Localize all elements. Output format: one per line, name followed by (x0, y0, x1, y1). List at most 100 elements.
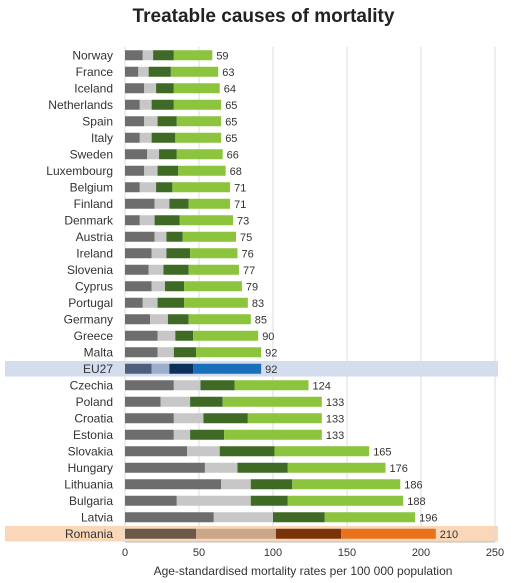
bar-segment-eu27-1 (125, 363, 152, 374)
category-label-netherlands: Netherlands (48, 98, 113, 112)
category-label-malta: Malta (84, 345, 114, 359)
value-label-latvia: 196 (419, 512, 437, 524)
value-label-spain: 65 (225, 116, 237, 128)
bar-segment-malta-2 (157, 347, 174, 358)
bar-segment-slovakia-2 (187, 446, 220, 457)
value-label-hungary: 176 (389, 463, 407, 475)
bar-segment-eu27-2 (151, 363, 170, 374)
category-label-hungary: Hungary (68, 461, 113, 475)
bar-segment-czechia-3 (200, 380, 235, 391)
bar-segment-iceland-4 (173, 83, 220, 94)
bar-segment-ireland-4 (190, 248, 238, 259)
category-label-belgium: Belgium (70, 180, 113, 194)
bar-segment-slovenia-3 (163, 264, 189, 275)
bar-segment-slovakia-1 (125, 446, 188, 457)
bar-segment-norway-2 (142, 50, 154, 61)
x-tick-label: 250 (486, 547, 504, 559)
bar-segment-france-1 (125, 66, 139, 77)
value-label-croatia: 133 (326, 413, 344, 425)
bar-segment-hungary-3 (237, 462, 288, 473)
bar-segment-latvia-2 (213, 512, 273, 523)
value-label-lithuania: 186 (404, 479, 422, 491)
bar-segment-bulgaria-2 (176, 495, 251, 506)
bar-segment-spain-1 (125, 116, 145, 127)
bar-segment-estonia-2 (173, 429, 191, 440)
bar-segment-greece-1 (125, 330, 158, 341)
bar-segment-slovakia-3 (219, 446, 275, 457)
bar-segment-ireland-1 (125, 248, 152, 259)
bar-segment-austria-4 (182, 231, 236, 242)
value-label-iceland: 64 (224, 83, 236, 95)
bar-segment-belgium-4 (172, 182, 231, 193)
bar-segment-netherlands-3 (151, 99, 174, 110)
category-label-iceland: Iceland (74, 81, 113, 95)
category-label-cyprus: Cyprus (75, 279, 113, 293)
bar-segment-ireland-3 (166, 248, 191, 259)
bar-segment-estonia-3 (190, 429, 225, 440)
category-label-germany: Germany (64, 312, 113, 326)
bar-segment-croatia-2 (173, 413, 204, 424)
bar-segment-cyprus-3 (164, 281, 185, 292)
bar-segment-denmark-1 (125, 215, 140, 226)
bar-segment-luxembourg-2 (144, 165, 158, 176)
x-tick-label: 100 (264, 547, 282, 559)
value-label-denmark: 73 (237, 215, 249, 227)
category-label-finland: Finland (74, 197, 113, 211)
bar-segment-hungary-1 (125, 462, 205, 473)
value-label-finland: 71 (234, 199, 246, 211)
bar-segment-luxembourg-4 (178, 165, 226, 176)
chart-title: Treatable causes of mortality (132, 6, 395, 27)
bar-segment-belgium-2 (139, 182, 157, 193)
category-label-denmark: Denmark (64, 213, 114, 227)
category-label-portugal: Portugal (68, 296, 113, 310)
bar-segment-romania-2 (196, 528, 276, 539)
bar-segment-spain-4 (176, 116, 222, 127)
bar-segment-denmark-4 (179, 215, 234, 226)
bar-segment-cyprus-2 (151, 281, 165, 292)
bar-segment-romania-3 (275, 528, 342, 539)
bar-segment-portugal-1 (125, 297, 143, 308)
bar-segment-bulgaria-1 (125, 495, 177, 506)
bar-segment-lithuania-2 (221, 479, 251, 490)
category-label-italy: Italy (91, 131, 113, 145)
category-label-ireland: Ireland (76, 246, 113, 260)
category-label-czechia: Czechia (70, 378, 114, 392)
bar-segment-bulgaria-3 (250, 495, 288, 506)
bar-segment-iceland-3 (156, 83, 174, 94)
bar-segment-belgium-3 (156, 182, 173, 193)
value-label-sweden: 66 (227, 149, 239, 161)
value-label-eu27: 92 (265, 364, 277, 376)
bar-segment-eu27-4 (193, 363, 262, 374)
value-label-norway: 59 (216, 50, 228, 62)
bar-segment-greece-4 (193, 330, 259, 341)
bar-segment-estonia-1 (125, 429, 174, 440)
value-label-italy: 65 (225, 133, 237, 145)
bar-segment-luxembourg-1 (125, 165, 145, 176)
bar-segment-iceland-2 (144, 83, 157, 94)
bar-segment-latvia-1 (125, 512, 214, 523)
bar-segment-slovenia-1 (125, 264, 149, 275)
category-label-latvia: Latvia (81, 510, 113, 524)
value-label-luxembourg: 68 (230, 166, 242, 178)
bar-segment-finland-1 (125, 198, 155, 209)
category-label-lithuania: Lithuania (64, 477, 113, 491)
bar-segment-netherlands-1 (125, 99, 140, 110)
bar-segment-sweden-3 (159, 149, 177, 160)
category-label-luxembourg: Luxembourg (46, 164, 113, 178)
category-label-spain: Spain (82, 114, 113, 128)
bar-segment-lithuania-3 (250, 479, 293, 490)
bar-segment-slovakia-4 (274, 446, 370, 457)
bar-segment-germany-1 (125, 314, 151, 325)
bar-segment-hungary-4 (287, 462, 386, 473)
value-label-belgium: 71 (234, 182, 246, 194)
bar-segment-croatia-1 (125, 413, 174, 424)
value-label-romania: 210 (440, 529, 458, 541)
value-label-france: 63 (222, 67, 234, 79)
bar-segment-finland-2 (154, 198, 170, 209)
bar-segment-slovenia-4 (188, 264, 239, 275)
value-label-germany: 85 (255, 314, 267, 326)
bar-segment-croatia-3 (203, 413, 248, 424)
category-label-greece: Greece (74, 329, 114, 343)
bar-segment-poland-4 (222, 396, 322, 407)
